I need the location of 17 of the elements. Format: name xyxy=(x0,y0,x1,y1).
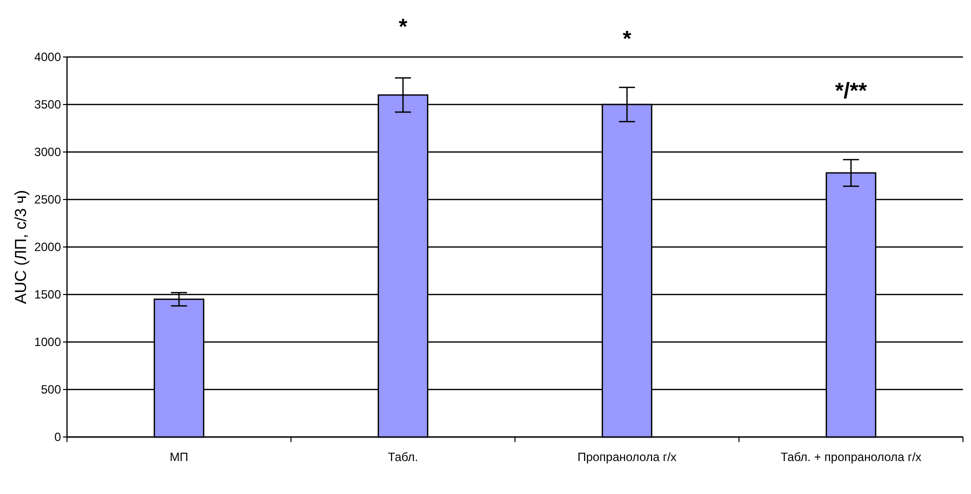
y-tick-label: 3000 xyxy=(34,145,62,160)
y-tick-label: 4000 xyxy=(34,50,62,64)
y-tick-label: 2000 xyxy=(34,240,62,254)
y-tick-label: 0 xyxy=(54,430,62,444)
y-tick-label: 3500 xyxy=(34,98,62,112)
y-tick-label: 1500 xyxy=(34,288,62,302)
text: * xyxy=(398,14,408,39)
x-tick-label: Пропранолола г/х xyxy=(577,450,677,464)
x-tick-label: Табл. xyxy=(388,450,418,464)
x-tick-label: Табл. + пропранолола г/х xyxy=(780,450,922,464)
y-tick-label: 500 xyxy=(40,382,62,397)
y-tick-label: 1000 xyxy=(34,335,62,350)
annotation: */** xyxy=(835,78,868,103)
x-tick-label: МП xyxy=(170,450,188,464)
text: * xyxy=(622,26,632,51)
y-tick-label: 2500 xyxy=(34,192,62,207)
y-axis-title: AUC (ЛП, с/3 ч) xyxy=(13,190,30,304)
